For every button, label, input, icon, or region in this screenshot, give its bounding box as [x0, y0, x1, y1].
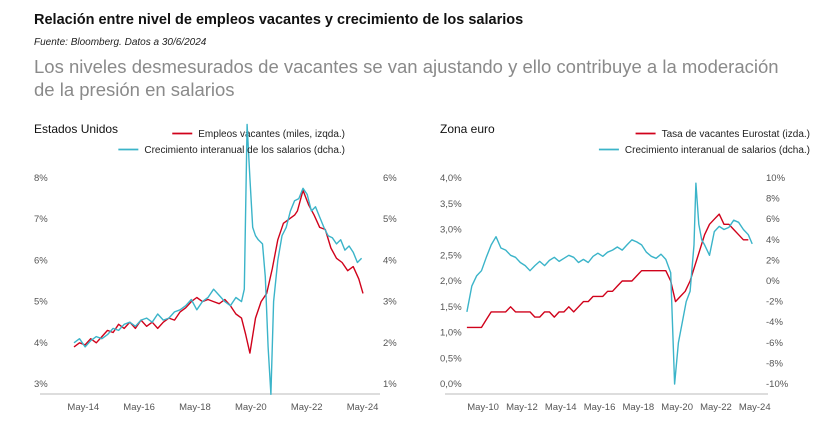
x-axis-tick: May-22: [700, 402, 732, 413]
chart-us: 3% 4% 5% 6% 7% 8% 1% 2% 3% 4% 5% 6% May-14 May-16 May-…: [34, 123, 397, 413]
left-axis-tick: 1,5%: [440, 302, 462, 313]
right-axis-tick: 3%: [383, 297, 397, 308]
x-axis-tick: May-24: [739, 402, 771, 413]
x-axis-tick: May-24: [347, 402, 379, 413]
right-axis-tick: 6%: [383, 173, 397, 184]
series-line-teal: [466, 182, 753, 385]
left-axis-tick: 2,0%: [440, 276, 462, 287]
right-axis-tick: -4%: [766, 317, 783, 328]
left-axis-tick: 2,5%: [440, 250, 462, 261]
right-axis-tick: 4%: [766, 235, 780, 246]
right-axis-tick: 4%: [383, 255, 397, 266]
left-axis-tick: 0,5%: [440, 353, 462, 364]
x-axis-tick: May-18: [622, 402, 654, 413]
left-axis-tick: 5%: [34, 297, 48, 308]
right-axis-tick: 6%: [766, 214, 780, 225]
left-axis-tick: 6%: [34, 255, 48, 266]
series-line-red: [73, 189, 364, 354]
right-axis-tick: 1%: [383, 379, 397, 390]
left-axis-tick: 1,0%: [440, 328, 462, 339]
right-axis-tick: 2%: [383, 338, 397, 349]
right-axis-tick: 0%: [766, 276, 780, 287]
x-axis-tick: May-20: [661, 402, 693, 413]
x-axis-tick: May-16: [584, 402, 616, 413]
x-axis-tick: May-18: [179, 402, 211, 413]
left-axis-tick: 3%: [34, 379, 48, 390]
left-axis-tick: 0,0%: [440, 379, 462, 390]
left-axis-tick: 8%: [34, 173, 48, 184]
x-axis-tick: May-20: [235, 402, 267, 413]
headline-subtitle: Los niveles desmesurados de vacantes se …: [34, 56, 779, 100]
data-source: Fuente: Bloomberg. Datos a 30/6/2024: [34, 37, 207, 48]
left-axis-tick: 7%: [34, 214, 48, 225]
x-axis-tick: May-16: [123, 402, 155, 413]
legend-label: Crecimiento interanual de salarios (dcha…: [625, 145, 810, 156]
legend-label: Crecimiento interanual de los salarios (…: [144, 145, 345, 156]
x-axis-tick: May-14: [545, 402, 577, 413]
right-axis-tick: -2%: [766, 297, 783, 308]
x-axis-tick: May-12: [506, 402, 538, 413]
left-axis-tick: 4,0%: [440, 173, 462, 184]
right-axis-tick: 5%: [383, 214, 397, 225]
right-axis-tick: -8%: [766, 358, 783, 369]
right-axis-tick: 8%: [766, 194, 780, 205]
report-title: Relación entre nivel de empleos vacantes…: [34, 12, 524, 28]
right-axis-tick: 2%: [766, 255, 780, 266]
left-axis-tick: 4%: [34, 338, 48, 349]
legend-label: Tasa de vacantes Eurostat (izda.): [662, 129, 810, 140]
x-axis-tick: May-14: [67, 402, 99, 413]
x-axis-tick: May-22: [291, 402, 323, 413]
left-axis-tick: 3,0%: [440, 225, 462, 236]
x-axis-tick: May-10: [467, 402, 499, 413]
series-line-red: [466, 213, 749, 329]
right-axis-tick: -6%: [766, 338, 783, 349]
chart-title-euro: Zona euro: [440, 122, 495, 136]
legend-label: Empleos vacantes (miles, izqda.): [198, 129, 345, 140]
right-axis-tick: 10%: [766, 173, 786, 184]
chart-euro: 0,0% 0,5% 1,0% 1,5% 2,0% 2,5% 3,0% 3,5% 4,0% -10%…: [440, 129, 810, 413]
series-line-teal: [73, 123, 363, 395]
right-axis-tick: -10%: [766, 379, 789, 390]
left-axis-tick: 3,5%: [440, 199, 462, 210]
chart-title-us: Estados Unidos: [34, 122, 119, 136]
